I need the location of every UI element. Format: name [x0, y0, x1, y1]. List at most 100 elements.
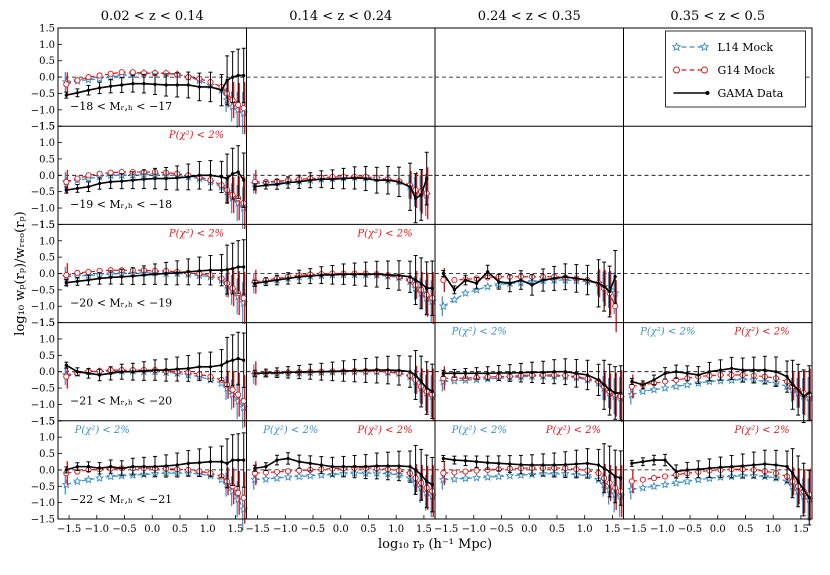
gama-point: [264, 280, 268, 284]
gama-point: [563, 275, 567, 279]
gama-point: [790, 471, 795, 475]
gama-point: [308, 178, 312, 182]
g14-point: [240, 398, 247, 405]
gama-point: [64, 363, 68, 367]
gama-point: [530, 463, 534, 467]
gama-point: [463, 371, 468, 375]
gama-point: [707, 466, 712, 470]
gama-point: [225, 267, 229, 272]
gama-point: [364, 465, 368, 469]
gama-point: [308, 461, 312, 465]
x-tick-label: −1.0: [650, 524, 674, 535]
gama-point: [619, 391, 623, 395]
y-tick-label: 0.5: [39, 449, 55, 460]
gama-point: [696, 373, 700, 377]
gama-point: [630, 461, 634, 465]
gama-point: [236, 170, 240, 174]
y-tick-label: 0.5: [39, 351, 55, 362]
y-tick-label: −1.5: [31, 318, 55, 329]
gama-point: [208, 85, 213, 89]
x-tick-label: 1.5: [604, 524, 620, 535]
g14-point: [440, 470, 447, 477]
legend-star-marker: [671, 41, 682, 52]
g14-point: [240, 294, 247, 302]
gama-point: [474, 281, 479, 285]
l14-point: [250, 474, 260, 484]
redshift-column-title: 0.35 < z < 0.5: [670, 9, 765, 24]
gama-point: [741, 464, 745, 468]
gama-point: [97, 181, 102, 186]
g14-point: [628, 478, 635, 485]
y-tick-label: −1.5: [31, 122, 55, 133]
gama-point: [319, 273, 323, 277]
legend-label: L14 Mock: [718, 41, 774, 54]
g14-point: [285, 468, 292, 475]
l14-point: [95, 473, 105, 482]
gama-point: [353, 369, 357, 373]
gama-point: [341, 176, 346, 181]
x-tick-label: −1.5: [57, 524, 81, 535]
gama-point: [652, 378, 656, 382]
gama-point: [497, 461, 501, 465]
gama-point: [208, 268, 213, 272]
gama-point: [419, 379, 423, 384]
gama-point: [341, 369, 346, 373]
g14-point: [650, 475, 658, 482]
gama-point: [452, 288, 457, 292]
chi2-probability-label: P(χ²) < 2%: [733, 327, 789, 338]
redshift-column-title: 0.24 < z < 0.35: [478, 9, 581, 24]
l14-point: [505, 471, 515, 480]
gama-point: [530, 283, 534, 287]
gama-point: [752, 463, 756, 467]
gama-point: [508, 281, 512, 285]
gama-point: [364, 368, 368, 372]
gama-point: [441, 456, 445, 461]
gama-point: [397, 368, 401, 372]
x-tick-label: 1.0: [577, 524, 593, 535]
y-tick-label: −1.0: [31, 400, 55, 411]
gama-point: [275, 182, 279, 187]
gama-point: [790, 383, 795, 387]
chi2-probability-label: P(χ²) < 2%: [451, 327, 507, 338]
y-tick-label: −1.0: [31, 105, 55, 116]
x-tick-label: 1.5: [793, 524, 809, 535]
gama-point: [718, 368, 723, 372]
chi2-probability-label: P(χ²) < 2%: [168, 130, 224, 141]
gama-point: [219, 460, 224, 464]
redshift-column-title: 0.14 < z < 0.24: [289, 9, 392, 24]
gama-point: [353, 272, 357, 276]
gama-point: [807, 496, 811, 500]
gama-point: [175, 271, 179, 275]
gama-point: [219, 88, 224, 92]
gama-point: [208, 365, 213, 369]
gama-point: [236, 357, 240, 361]
gama-point: [375, 178, 379, 182]
l14-point: [671, 478, 681, 487]
gama-point: [807, 391, 811, 395]
gama-point: [425, 386, 429, 390]
l14-point: [233, 198, 243, 207]
gama-point: [253, 466, 257, 470]
x-tick-label: 1.0: [388, 524, 404, 535]
gama-point: [663, 458, 667, 462]
l14-point: [460, 473, 471, 483]
gama-point: [596, 281, 601, 285]
y-tick-label: 1.5: [39, 220, 55, 231]
gama-point: [497, 371, 501, 375]
gama-point: [64, 93, 68, 97]
gama-point: [641, 383, 645, 387]
y-tick-label: 1.0: [39, 138, 55, 149]
gama-point: [541, 278, 545, 282]
gama-point: [242, 358, 246, 362]
gama-point: [231, 75, 235, 79]
gama-point: [419, 193, 423, 197]
gama-point: [219, 175, 224, 179]
legend-circle-marker: [701, 66, 708, 74]
gama-point: [425, 286, 429, 290]
gama-point: [330, 369, 335, 373]
gama-point: [319, 370, 323, 374]
gama-point: [297, 460, 301, 464]
gama-point: [164, 464, 168, 468]
gama-point: [497, 280, 501, 284]
